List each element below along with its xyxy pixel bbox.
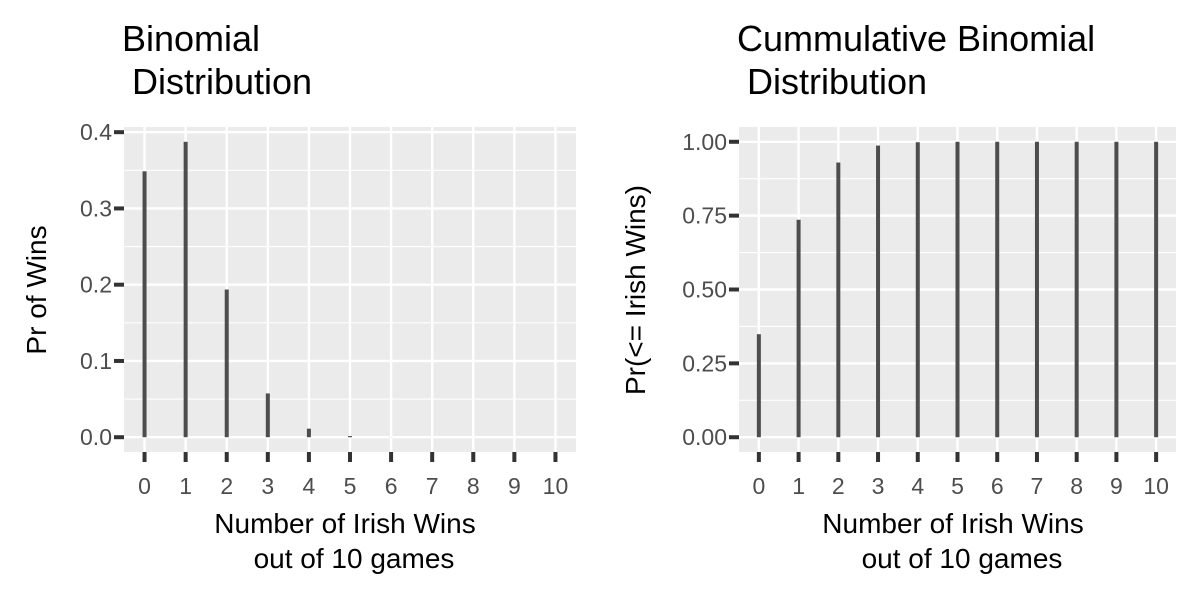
y-tick-label: 0.2 bbox=[80, 272, 112, 298]
bar bbox=[348, 436, 352, 438]
bar bbox=[306, 428, 311, 438]
y-tick-label: 0.1 bbox=[80, 348, 112, 374]
bar bbox=[915, 142, 920, 438]
x-axis-title-line-1: Number of Irish Wins bbox=[822, 508, 1083, 539]
x-axis-title-line-1: Number of Irish Wins bbox=[214, 508, 475, 539]
x-tick-label: 1 bbox=[179, 473, 192, 499]
y-tick-label: 1.00 bbox=[682, 129, 727, 155]
x-tick-label: 9 bbox=[1110, 473, 1123, 499]
x-tick-label: 8 bbox=[467, 473, 480, 499]
chart-title-line-1: Cummulative Binomial bbox=[737, 18, 1095, 59]
bar bbox=[1034, 141, 1039, 438]
bar bbox=[265, 393, 270, 438]
bars bbox=[756, 141, 1159, 438]
x-tick-label: 5 bbox=[951, 473, 964, 499]
x-tick-label: 2 bbox=[220, 473, 233, 499]
y-tick-label: 0.3 bbox=[80, 195, 112, 221]
y-axis-title: Pr(<= Irish Wins) bbox=[620, 185, 651, 395]
chart-binomial: Binomial Distribution 0.0 0.1 0.2 0.3 0.4 0 1… bbox=[21, 18, 576, 574]
x-tick-label: 8 bbox=[1070, 473, 1083, 499]
x-axis-title-line-2: out of 10 games bbox=[862, 543, 1063, 574]
y-tick-label: 0.25 bbox=[682, 350, 727, 376]
x-tick-label: 2 bbox=[832, 473, 845, 499]
x-tick-label: 3 bbox=[261, 473, 274, 499]
bar bbox=[995, 141, 1000, 438]
bar bbox=[955, 141, 960, 438]
x-tick-label: 6 bbox=[991, 473, 1004, 499]
y-tick-label: 0.00 bbox=[682, 424, 727, 450]
y-tick-label: 0.50 bbox=[682, 277, 727, 303]
x-axis-title-line-2: out of 10 games bbox=[254, 543, 455, 574]
bar bbox=[142, 171, 147, 438]
x-tick-label: 6 bbox=[385, 473, 398, 499]
bars bbox=[142, 141, 394, 438]
chart-title-line-2: Distribution bbox=[737, 61, 927, 102]
x-tick-label: 0 bbox=[752, 473, 765, 499]
bar bbox=[1154, 141, 1159, 438]
y-axis: 0.00 0.25 0.50 0.75 1.00 bbox=[682, 129, 739, 450]
y-tick-label: 0.4 bbox=[80, 119, 112, 145]
x-tick-label: 10 bbox=[1143, 473, 1169, 499]
bar bbox=[1114, 141, 1119, 438]
x-axis: 0 1 2 3 4 5 6 7 8 9 10 bbox=[752, 452, 1169, 499]
x-tick-label: 7 bbox=[1031, 473, 1044, 499]
x-tick-label: 9 bbox=[508, 473, 521, 499]
y-tick-label: 0.0 bbox=[80, 424, 112, 450]
bar bbox=[756, 334, 761, 438]
bar bbox=[1074, 141, 1079, 438]
x-tick-label: 1 bbox=[792, 473, 805, 499]
chart-title-line-1: Binomial bbox=[122, 18, 260, 59]
x-tick-label: 5 bbox=[344, 473, 357, 499]
bar bbox=[876, 145, 881, 438]
bar bbox=[224, 289, 229, 438]
y-axis-title: Pr of Wins bbox=[21, 225, 52, 354]
x-tick-label: 4 bbox=[303, 473, 316, 499]
x-tick-label: 4 bbox=[911, 473, 924, 499]
bar bbox=[183, 141, 188, 438]
x-tick-label: 3 bbox=[872, 473, 885, 499]
x-tick-label: 10 bbox=[543, 473, 569, 499]
chart-cumulative-binomial: Cummulative Binomial Distribution 0.000.… bbox=[620, 18, 1176, 574]
bar bbox=[836, 162, 841, 438]
x-axis: 0 1 2 3 4 5 6 7 8 9 10 bbox=[138, 452, 568, 499]
chart-title-line-2: Distribution bbox=[122, 61, 312, 102]
x-tick-label: 0 bbox=[138, 473, 151, 499]
x-tick-label: 7 bbox=[426, 473, 439, 499]
y-tick-label: 0.75 bbox=[682, 203, 727, 229]
bar bbox=[796, 219, 801, 438]
y-axis: 0.0 0.1 0.2 0.3 0.4 bbox=[80, 119, 124, 450]
